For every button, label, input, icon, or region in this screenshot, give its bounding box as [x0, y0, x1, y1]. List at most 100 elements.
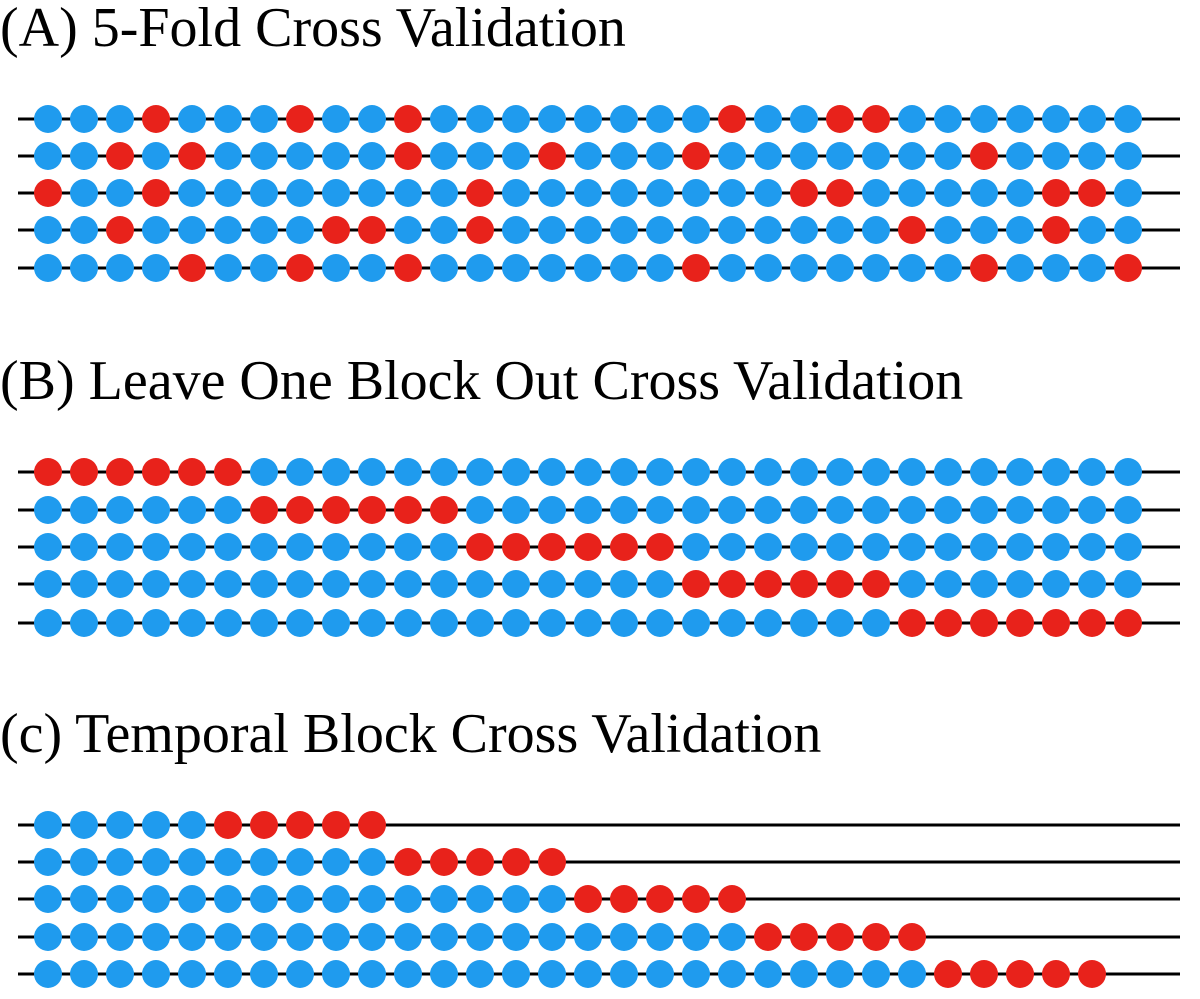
- test-point: [754, 923, 782, 951]
- training-point: [1078, 254, 1106, 282]
- test-point: [286, 811, 314, 839]
- training-point: [502, 570, 530, 598]
- test-point: [826, 570, 854, 598]
- training-point: [646, 142, 674, 170]
- training-point: [1042, 254, 1070, 282]
- test-point: [1042, 960, 1070, 988]
- training-point: [718, 960, 746, 988]
- training-point: [322, 885, 350, 913]
- training-point: [430, 105, 458, 133]
- training-point: [178, 179, 206, 207]
- training-point: [358, 254, 386, 282]
- training-point: [70, 533, 98, 561]
- training-point: [358, 570, 386, 598]
- training-point: [286, 848, 314, 876]
- training-point: [1114, 105, 1142, 133]
- training-point: [934, 179, 962, 207]
- training-point: [70, 609, 98, 637]
- test-point: [1006, 609, 1034, 637]
- training-point: [466, 960, 494, 988]
- training-point: [574, 216, 602, 244]
- test-point: [466, 216, 494, 244]
- training-point: [934, 533, 962, 561]
- training-point: [1078, 570, 1106, 598]
- training-point: [142, 885, 170, 913]
- fold-row-1: [18, 811, 1180, 839]
- training-point: [358, 533, 386, 561]
- training-point: [538, 179, 566, 207]
- training-point: [1114, 570, 1142, 598]
- training-point: [214, 923, 242, 951]
- training-point: [826, 960, 854, 988]
- training-point: [142, 570, 170, 598]
- training-point: [178, 496, 206, 524]
- test-point: [574, 885, 602, 913]
- test-point: [1078, 960, 1106, 988]
- training-point: [610, 960, 638, 988]
- training-point: [574, 609, 602, 637]
- training-point: [610, 142, 638, 170]
- training-point: [34, 923, 62, 951]
- test-point: [142, 179, 170, 207]
- test-point: [790, 179, 818, 207]
- test-point: [178, 458, 206, 486]
- training-point: [106, 570, 134, 598]
- training-point: [286, 609, 314, 637]
- training-point: [250, 216, 278, 244]
- training-point: [34, 885, 62, 913]
- training-point: [1078, 142, 1106, 170]
- training-point: [142, 533, 170, 561]
- training-point: [214, 105, 242, 133]
- test-point: [250, 496, 278, 524]
- training-point: [430, 609, 458, 637]
- test-point: [214, 458, 242, 486]
- training-point: [394, 885, 422, 913]
- test-point: [646, 533, 674, 561]
- panel-a-title: (A) 5-Fold Cross Validation: [0, 0, 626, 59]
- training-point: [682, 609, 710, 637]
- training-point: [574, 458, 602, 486]
- training-point: [1114, 533, 1142, 561]
- training-point: [826, 142, 854, 170]
- training-point: [250, 885, 278, 913]
- training-point: [538, 254, 566, 282]
- training-point: [358, 848, 386, 876]
- training-point: [214, 960, 242, 988]
- training-point: [178, 848, 206, 876]
- training-point: [142, 811, 170, 839]
- training-point: [70, 960, 98, 988]
- training-point: [862, 142, 890, 170]
- training-point: [898, 533, 926, 561]
- training-point: [430, 570, 458, 598]
- training-point: [610, 458, 638, 486]
- test-point: [466, 179, 494, 207]
- training-point: [466, 570, 494, 598]
- training-point: [430, 960, 458, 988]
- training-point: [790, 254, 818, 282]
- training-point: [538, 216, 566, 244]
- test-point: [1114, 609, 1142, 637]
- training-point: [502, 458, 530, 486]
- test-point: [394, 254, 422, 282]
- test-point: [106, 458, 134, 486]
- training-point: [502, 142, 530, 170]
- test-point: [898, 216, 926, 244]
- training-point: [322, 570, 350, 598]
- training-point: [826, 496, 854, 524]
- training-point: [106, 496, 134, 524]
- test-point: [1078, 179, 1106, 207]
- training-point: [142, 960, 170, 988]
- training-point: [322, 533, 350, 561]
- test-point: [826, 105, 854, 133]
- training-point: [1006, 216, 1034, 244]
- training-point: [826, 609, 854, 637]
- training-point: [646, 570, 674, 598]
- training-point: [718, 254, 746, 282]
- test-point: [682, 142, 710, 170]
- test-point: [790, 923, 818, 951]
- training-point: [646, 179, 674, 207]
- training-point: [934, 105, 962, 133]
- training-point: [970, 105, 998, 133]
- training-point: [790, 105, 818, 133]
- test-point: [394, 142, 422, 170]
